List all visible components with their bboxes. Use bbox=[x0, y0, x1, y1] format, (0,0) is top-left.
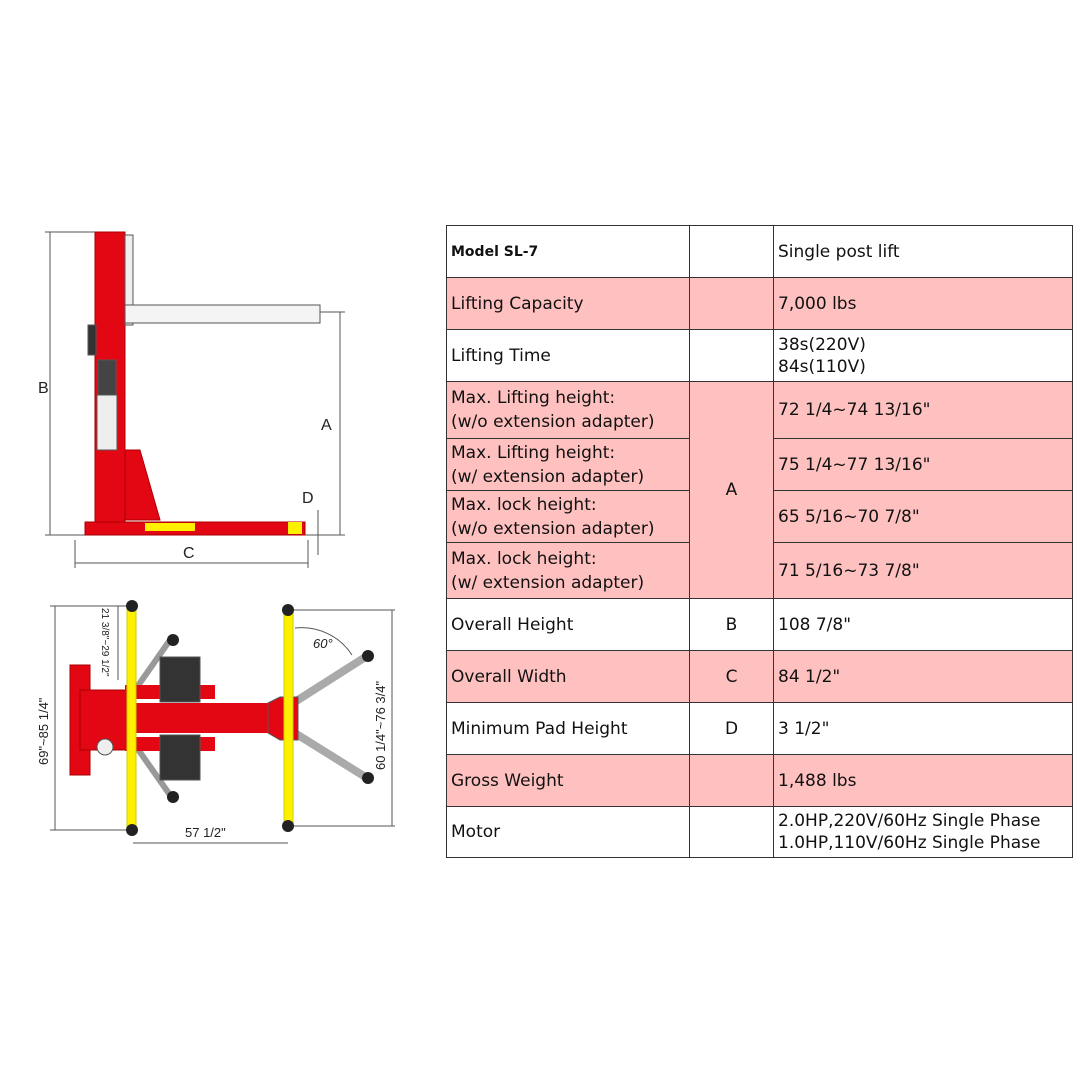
table-row: Minimum Pad Height D 3 1/2" bbox=[446, 702, 1073, 755]
spec-dimension-code bbox=[689, 754, 774, 807]
spec-dimension-code bbox=[689, 225, 774, 278]
spec-value: 38s(220V) 84s(110V) bbox=[773, 329, 1073, 382]
table-row: Lifting Capacity 7,000 lbs bbox=[446, 277, 1073, 330]
spec-label: Gross Weight bbox=[446, 754, 690, 807]
spec-label-line: (w/o extension adapter) bbox=[451, 518, 655, 539]
spec-label: Overall Height bbox=[446, 598, 690, 651]
spec-label: Minimum Pad Height bbox=[446, 702, 690, 755]
label-d: D bbox=[302, 490, 314, 507]
lift-diagrams: B A D C 57 1/2" 60° 60 1/4"~76 3/4" 69"~… bbox=[36, 231, 395, 844]
spec-label-line: (w/o extension adapter) bbox=[451, 412, 655, 432]
spec-value-line: 65 5/16~70 7/8" bbox=[778, 506, 920, 527]
spec-value-line: 71 5/16~73 7/8" bbox=[778, 560, 920, 581]
spec-value: 108 7/8" bbox=[773, 598, 1073, 651]
spec-label: Overall Width bbox=[446, 650, 690, 703]
spec-dimension-code bbox=[689, 277, 774, 330]
dim-width: 57 1/2" bbox=[185, 825, 226, 840]
spec-dimension-code: C bbox=[689, 650, 774, 703]
spec-label-line: Max. lock height: bbox=[451, 494, 597, 515]
spec-value-line: Single post lift bbox=[778, 241, 900, 262]
spec-value-line: 2.0HP,220V/60Hz Single Phase bbox=[778, 811, 1041, 831]
spec-value: 2.0HP,220V/60Hz Single Phase 1.0HP,110V/6… bbox=[773, 806, 1073, 858]
dim-arm-span: 60 1/4"~76 3/4" bbox=[373, 681, 388, 770]
spec-value: 1,488 lbs bbox=[773, 754, 1073, 807]
spec-value-line: 108 7/8" bbox=[778, 614, 852, 635]
spec-value-line: 84s(110V) bbox=[778, 356, 866, 377]
spec-label: Max. Lifting height: (w/ extension adapte… bbox=[446, 438, 690, 491]
spec-value-line: 3 1/2" bbox=[778, 718, 830, 739]
spec-value: 71 5/16~73 7/8" bbox=[773, 542, 1073, 599]
spec-dimension-code: D bbox=[689, 702, 774, 755]
table-row: Model SL-7 Single post lift bbox=[446, 225, 1073, 278]
spec-label: Max. Lifting height: (w/o extension adapt… bbox=[446, 381, 690, 439]
dim-angle: 60° bbox=[313, 636, 333, 651]
table-row: Overall Width C 84 1/2" bbox=[446, 650, 1073, 703]
dim-short-arm: 21 3/8"~29 1/2" bbox=[99, 608, 110, 677]
spec-value: 75 1/4~77 13/16" bbox=[773, 438, 1073, 491]
spec-value-line: 84 1/2" bbox=[778, 666, 841, 687]
table-row: Max. Lifting height: (w/o extension adapt… bbox=[446, 381, 1073, 599]
spec-table: Model SL-7 Single post lift Lifting Capaci… bbox=[446, 225, 1073, 858]
spec-value: Single post lift bbox=[773, 225, 1073, 278]
spec-label: Motor bbox=[446, 806, 690, 858]
spec-value: 7,000 lbs bbox=[773, 277, 1073, 330]
table-row: Motor 2.0HP,220V/60Hz Single Phase 1.0HP,1… bbox=[446, 806, 1073, 858]
top-view-diagram: 57 1/2" 60° 60 1/4"~76 3/4" 69"~85 1/4" … bbox=[36, 600, 395, 844]
label-c: C bbox=[183, 545, 195, 562]
spec-dimension-code: B bbox=[689, 598, 774, 651]
table-row: Gross Weight 1,488 lbs bbox=[446, 754, 1073, 807]
table-row: Max. Lifting height: (w/ extension adapte… bbox=[446, 438, 1073, 491]
spec-label-line: (w/ extension adapter) bbox=[451, 466, 645, 487]
label-a: A bbox=[321, 417, 332, 434]
spec-dimension-code bbox=[689, 806, 774, 858]
spec-label: Model SL-7 bbox=[446, 225, 690, 278]
table-row: Lifting Time 38s(220V) 84s(110V) bbox=[446, 329, 1073, 382]
table-row: Max. lock height: (w/ extension adapter) 7… bbox=[446, 542, 1073, 599]
dim-overall: 69"~85 1/4" bbox=[36, 697, 51, 765]
spec-label-line: Max. Lifting height: bbox=[451, 388, 616, 408]
spec-label: Lifting Time bbox=[446, 329, 690, 382]
spec-value-line: 7,000 lbs bbox=[778, 293, 857, 314]
spec-label-line: Max. Lifting height: bbox=[451, 442, 616, 463]
spec-label: Max. lock height: (w/o extension adapter) bbox=[446, 490, 690, 543]
spec-value: 65 5/16~70 7/8" bbox=[773, 490, 1073, 543]
spec-value-line: 1.0HP,110V/60Hz Single Phase bbox=[778, 833, 1041, 853]
spec-label: Max. lock height: (w/ extension adapter) bbox=[446, 542, 690, 599]
spec-value-line: 38s(220V) bbox=[778, 334, 866, 355]
spec-value: 3 1/2" bbox=[773, 702, 1073, 755]
spec-label-line: Max. lock height: bbox=[451, 548, 597, 569]
spec-dimension-code: A bbox=[689, 381, 774, 599]
spec-value: 72 1/4~74 13/16" bbox=[773, 381, 1073, 439]
spec-value-line: 1,488 lbs bbox=[778, 770, 857, 791]
side-view-diagram: B A D C bbox=[38, 231, 345, 568]
spec-label: Lifting Capacity bbox=[446, 277, 690, 330]
spec-value-line: 75 1/4~77 13/16" bbox=[778, 454, 931, 475]
label-b: B bbox=[38, 380, 49, 397]
spec-value: 84 1/2" bbox=[773, 650, 1073, 703]
spec-dimension-code bbox=[689, 329, 774, 382]
spec-value-line: 72 1/4~74 13/16" bbox=[778, 400, 931, 420]
table-row: Max. lock height: (w/o extension adapter)… bbox=[446, 490, 1073, 543]
table-row: Overall Height B 108 7/8" bbox=[446, 598, 1073, 651]
spec-label-line: (w/ extension adapter) bbox=[451, 572, 645, 593]
